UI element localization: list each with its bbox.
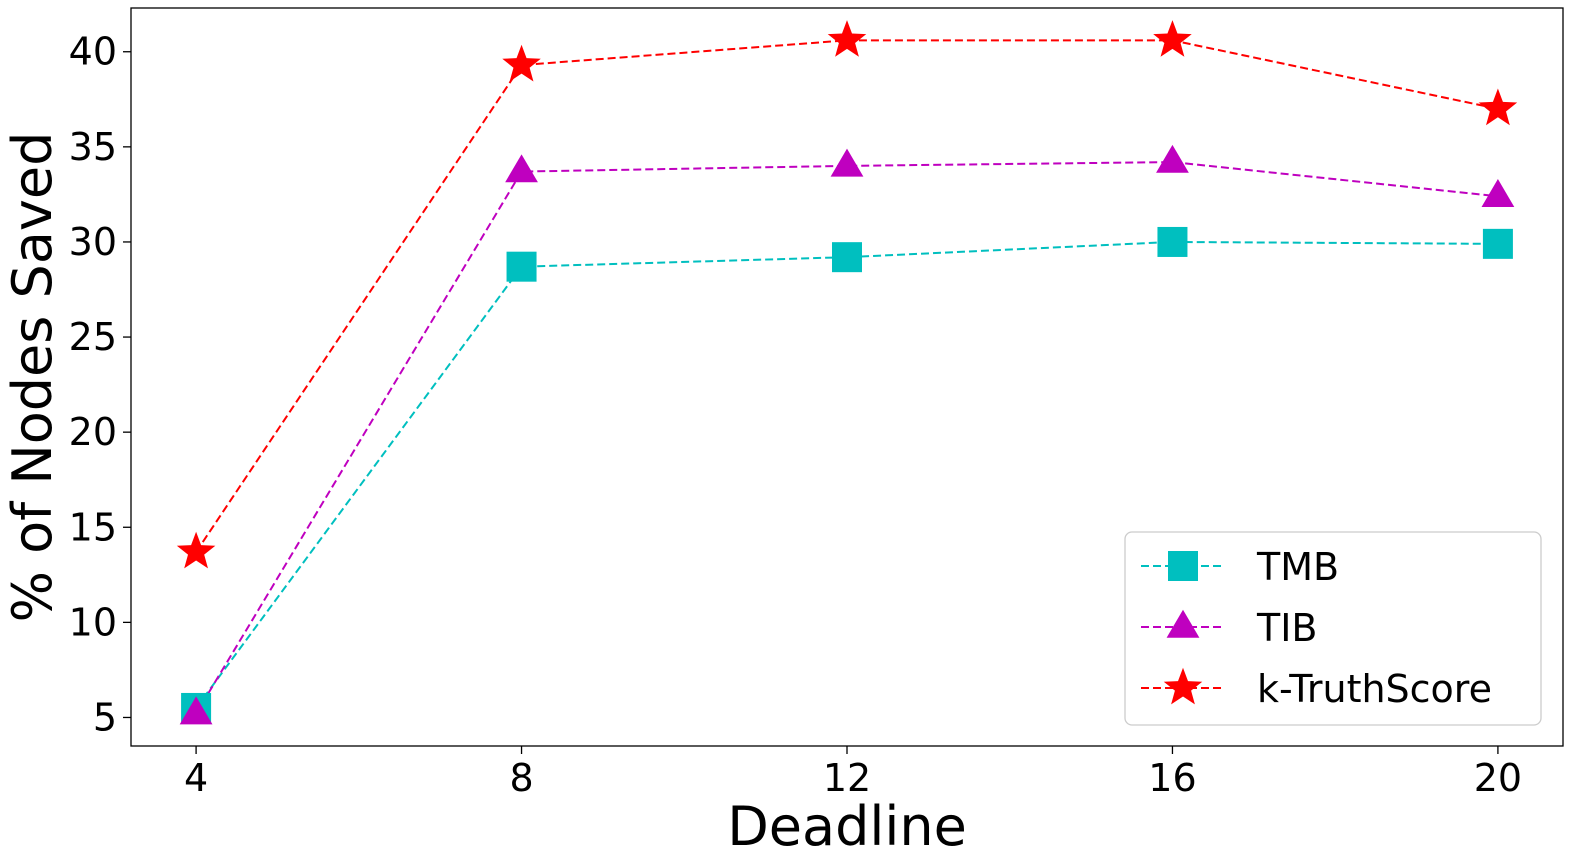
point-tib	[1156, 144, 1189, 173]
point-tib	[1481, 179, 1515, 207]
point-k-truthscore	[1478, 88, 1518, 126]
point-k-truthscore	[827, 20, 867, 57]
point-tmb	[832, 242, 862, 273]
x-tick-label: 16	[1148, 756, 1196, 800]
y-axis-label: % of Nodes Saved	[1, 132, 64, 623]
y-tick-label: 15	[69, 505, 117, 549]
point-tmb	[1482, 228, 1513, 259]
x-tick-label: 12	[823, 756, 871, 800]
point-tib	[179, 696, 213, 725]
legend-label-tib: TIB	[1256, 606, 1318, 650]
x-axis-label: Deadline	[727, 795, 967, 855]
y-tick-label: 5	[93, 695, 117, 739]
y-tick-label: 30	[69, 220, 117, 264]
legend-label-k-truthscore: k-TruthScore	[1257, 667, 1492, 711]
x-tick-label: 20	[1474, 756, 1522, 800]
y-tick-label: 10	[69, 600, 117, 644]
point-tmb	[1157, 226, 1188, 257]
point-k-truthscore	[1153, 20, 1192, 57]
legend: TMB TIB k-TruthScore	[1124, 531, 1542, 726]
plot-markers	[176, 20, 1518, 725]
x-tick-label: 4	[184, 756, 208, 800]
legend-box	[1124, 531, 1542, 726]
point-tmb	[506, 251, 537, 282]
legend-marker-tmb	[1168, 551, 1198, 581]
legend-marker-tib	[1166, 609, 1200, 638]
point-tib	[505, 154, 538, 183]
y-tick-label: 35	[69, 125, 117, 169]
y-tick-label: 20	[69, 410, 117, 454]
legend-label-tmb: TMB	[1256, 545, 1339, 589]
point-k-truthscore	[502, 44, 541, 82]
series-line-tib	[195, 161, 1499, 715]
y-tick-label: 25	[69, 315, 117, 359]
y-tick-label: 40	[69, 30, 117, 74]
x-tick-label: 8	[509, 756, 533, 800]
legend-marker-k-truthscore	[1163, 667, 1203, 705]
y-axis-ticks: 5 10 15 20 25 30 35 40	[69, 30, 131, 739]
series-line-tmb	[195, 240, 1498, 709]
point-tib	[830, 148, 864, 177]
x-axis-ticks: 4 8 12 16 20	[184, 746, 1522, 800]
series-line-k-truthscore	[195, 39, 1499, 553]
point-k-truthscore	[176, 531, 216, 569]
